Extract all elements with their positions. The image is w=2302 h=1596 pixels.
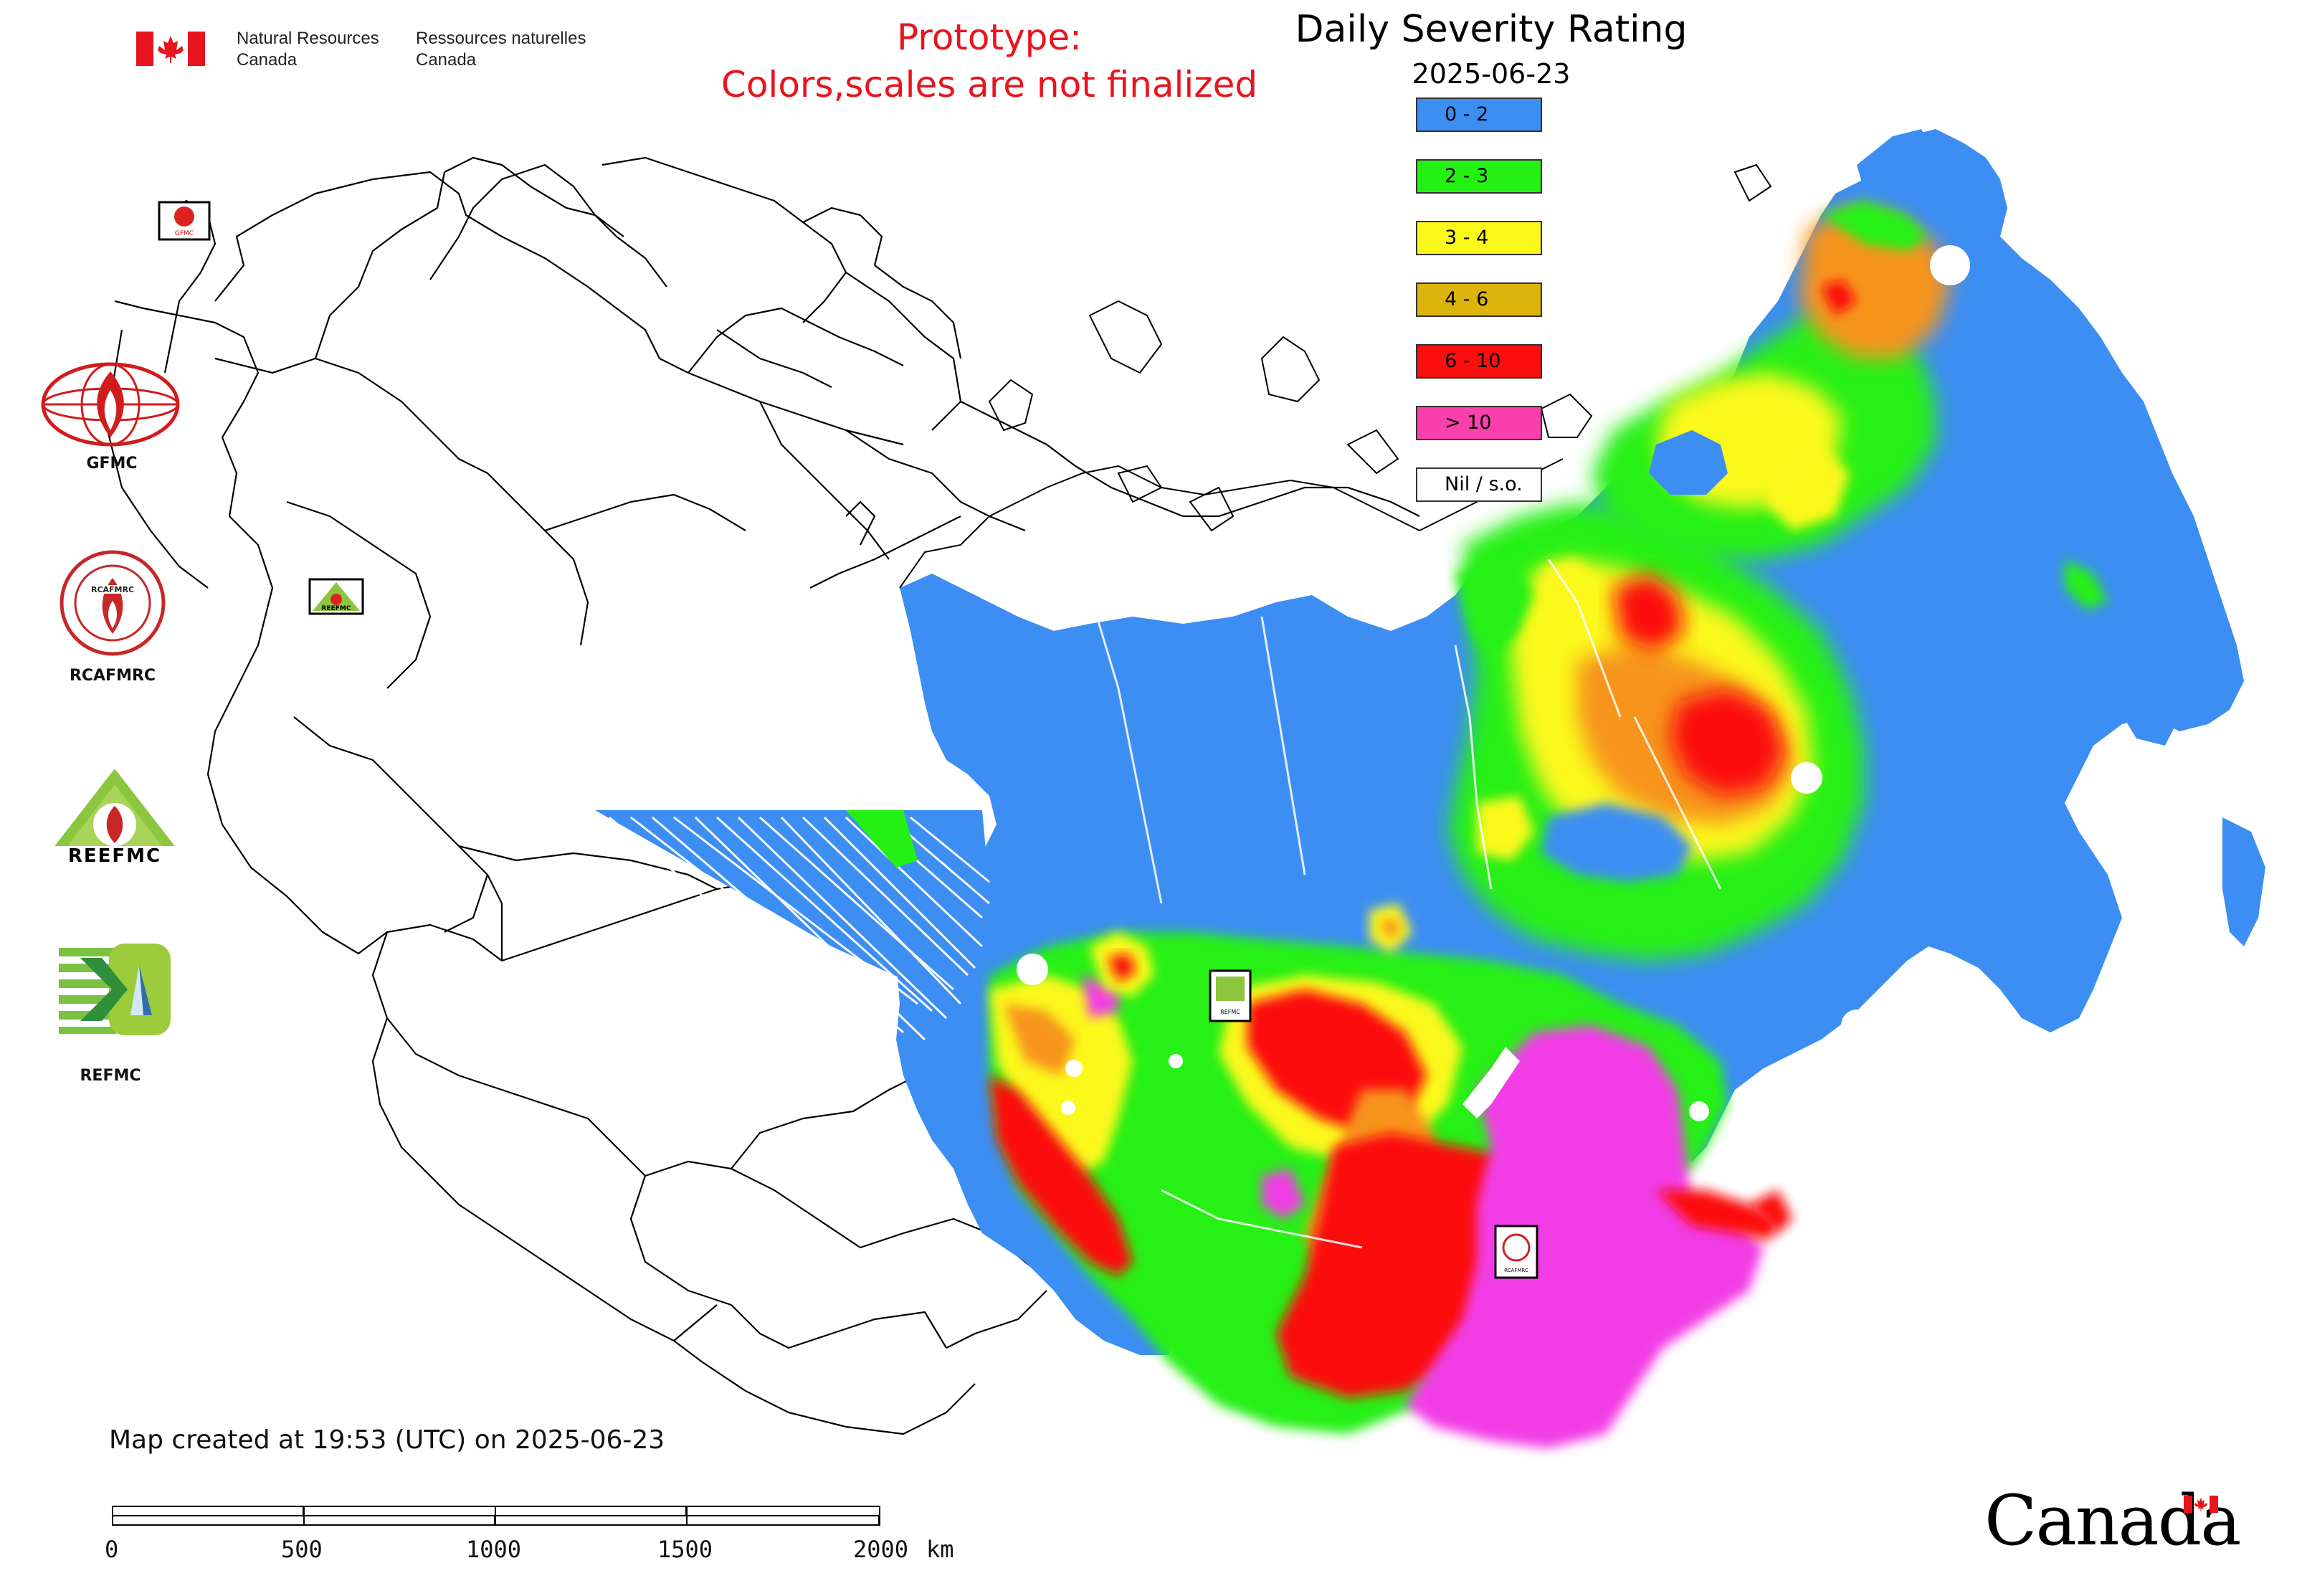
legend-item: 3 - 4 bbox=[1416, 221, 1542, 255]
legend-item: 6 - 10 bbox=[1416, 344, 1542, 379]
map-marker-reefmc-label: REEFMC bbox=[322, 605, 351, 612]
scale-tick-0: 0 bbox=[105, 1536, 119, 1563]
map-marker-rcafmrc: RCAFMRC bbox=[1494, 1225, 1538, 1279]
scale-tick-1000: 1000 bbox=[466, 1536, 522, 1563]
svg-text:REEFMC: REEFMC bbox=[68, 845, 161, 867]
org-name-fr-line1: Ressources naturelles bbox=[416, 29, 586, 48]
scandinavia-outline bbox=[429, 156, 1420, 589]
scale-bar bbox=[112, 1506, 880, 1527]
gfmc-logo-label: GFMC bbox=[86, 455, 138, 472]
scale-tick-1500: 1500 bbox=[657, 1536, 713, 1563]
map-created-text: Map created at 19:53 (UTC) on 2025-06-23 bbox=[109, 1425, 665, 1455]
legend-item: Nil / s.o. bbox=[1416, 467, 1542, 502]
legend-item: 0 - 2 bbox=[1416, 98, 1542, 132]
legend-item: > 10 bbox=[1416, 406, 1542, 440]
org-name-fr-line2: Canada bbox=[416, 50, 477, 70]
map-marker-rcafmrc-label: RCAFMRC bbox=[1504, 1268, 1528, 1273]
legend-date: 2025-06-23 bbox=[1412, 58, 1571, 90]
canada-wordmark: Canada bbox=[1984, 1481, 2241, 1561]
svg-text:RCAFMRC: RCAFMRC bbox=[91, 585, 134, 594]
legend-item: 4 - 6 bbox=[1416, 282, 1542, 317]
canada-flag-icon bbox=[136, 32, 205, 66]
map-marker-refmc-label: REFMC bbox=[1220, 1009, 1240, 1015]
prototype-notice-line1: Prototype: bbox=[896, 16, 1083, 58]
scale-tick-2000: 2000 bbox=[853, 1536, 909, 1563]
org-name-en-line1: Natural Resources bbox=[237, 29, 379, 48]
rcafmrc-logo-label: RCAFMRC bbox=[69, 667, 156, 685]
map-marker-refmc: REFMC bbox=[1209, 969, 1252, 1022]
map-marker-reefmc: REEFMC bbox=[308, 578, 364, 615]
prototype-notice-line2: Colors,scales are not finalized bbox=[720, 64, 1258, 105]
map-marker-gfmc-label: GFMC bbox=[175, 230, 194, 237]
map-marker-gfmc: GFMC bbox=[158, 201, 211, 241]
rcafmrc-logo: RCAFMRC bbox=[59, 549, 166, 657]
org-name-en-line2: Canada bbox=[237, 50, 298, 70]
arctic-islands bbox=[988, 163, 1772, 532]
refmc-logo-label: REFMC bbox=[80, 1067, 141, 1085]
refmc-logo bbox=[59, 944, 171, 1035]
scale-unit: km bbox=[926, 1536, 954, 1563]
gfmc-logo bbox=[40, 361, 181, 447]
legend-item: 2 - 3 bbox=[1416, 159, 1542, 194]
country-outlines bbox=[106, 156, 1062, 1435]
severity-raster bbox=[595, 129, 2265, 1448]
legend-title: Daily Severity Rating bbox=[1295, 8, 1688, 51]
reefmc-logo: REEFMC bbox=[37, 766, 192, 868]
canada-wordmark-flag-icon bbox=[2184, 1496, 2218, 1513]
scale-tick-500: 500 bbox=[281, 1536, 323, 1563]
